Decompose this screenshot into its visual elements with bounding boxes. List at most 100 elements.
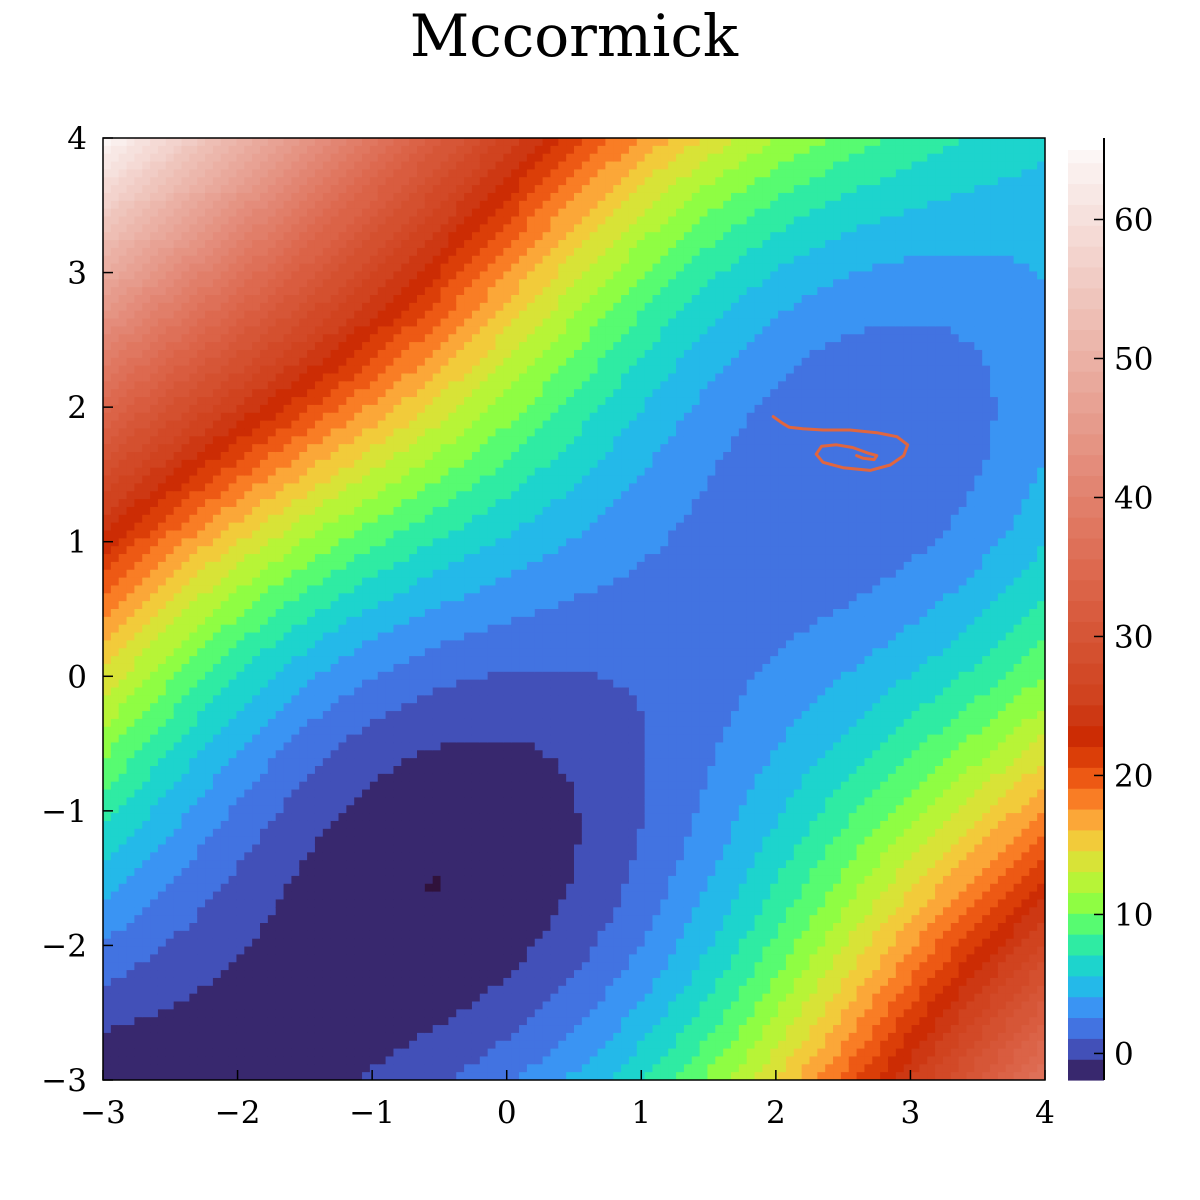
contour-cell — [346, 671, 355, 681]
contour-cell — [283, 663, 292, 673]
contour-cell — [354, 506, 363, 516]
contour-cell — [377, 616, 387, 626]
contour-cell — [362, 554, 371, 563]
contour-cell — [369, 452, 379, 461]
contour-cell — [299, 428, 308, 437]
contour-cell — [409, 389, 418, 398]
contour-cell — [424, 671, 434, 681]
contour-cell — [393, 946, 402, 955]
contour-cell — [424, 247, 434, 257]
contour-cell — [369, 357, 379, 367]
contour-cell — [103, 601, 112, 610]
contour-cell — [417, 938, 426, 948]
contour-cell — [385, 923, 395, 932]
contour-cell — [236, 805, 245, 814]
contour-cell — [134, 271, 143, 280]
contour-cell — [118, 538, 128, 547]
contour-cell — [409, 554, 418, 563]
contour-cell — [205, 1072, 214, 1080]
contour-cell — [393, 247, 402, 257]
contour-cell — [377, 1032, 387, 1042]
contour-cell — [275, 813, 285, 822]
contour-cell — [252, 1017, 261, 1026]
contour-cell — [110, 185, 120, 194]
contour-cell — [283, 192, 292, 202]
contour-cell — [354, 624, 363, 634]
contour-cell — [173, 789, 183, 798]
contour-cell — [173, 420, 183, 430]
contour-cell — [385, 883, 395, 893]
contour-cell — [330, 357, 340, 367]
contour-cell — [291, 844, 300, 853]
contour-cell — [393, 883, 402, 893]
contour-cell — [275, 711, 285, 720]
contour-cell — [220, 428, 230, 437]
contour-cell — [322, 632, 332, 641]
contour-cell — [220, 813, 230, 822]
contour-cell — [299, 742, 308, 751]
contour-cell — [385, 216, 395, 225]
contour-cell — [417, 805, 426, 814]
contour-cell — [385, 1040, 395, 1050]
contour-cell — [197, 593, 206, 602]
contour-cell — [275, 844, 285, 853]
contour-cell — [283, 671, 292, 681]
contour-cell — [322, 302, 332, 312]
contour-cell — [377, 263, 387, 273]
contour-cell — [189, 373, 198, 382]
contour-cell — [393, 632, 402, 641]
contour-cell — [134, 499, 143, 508]
contour-cell — [212, 907, 222, 916]
contour-cell — [338, 828, 347, 838]
contour-cell — [244, 522, 253, 532]
contour-cell — [110, 1009, 120, 1018]
contour-cell — [369, 279, 379, 288]
contour-cell — [267, 232, 277, 241]
contour-cell — [299, 577, 308, 587]
contour-cell — [362, 216, 371, 225]
contour-cell — [322, 703, 332, 712]
contour-cell — [173, 436, 183, 445]
contour-cell — [103, 750, 112, 759]
contour-cell — [228, 554, 238, 563]
contour-cell — [157, 287, 167, 296]
contour-cell — [197, 138, 206, 147]
contour-cell — [189, 860, 198, 869]
contour-cell — [283, 232, 292, 241]
contour-cell — [267, 499, 277, 508]
contour-cell — [362, 310, 371, 320]
contour-cell — [244, 844, 253, 853]
contour-cell — [244, 412, 253, 422]
contour-cell — [354, 444, 363, 453]
contour-cell — [354, 891, 363, 901]
contour-cell — [118, 734, 128, 744]
contour-cell — [314, 883, 324, 893]
contour-cell — [126, 648, 135, 657]
contour-cell — [118, 813, 128, 822]
contour-cell — [103, 546, 112, 555]
contour-cell — [173, 138, 183, 147]
contour-cell — [299, 546, 308, 555]
contour-cell — [291, 483, 300, 492]
contour-cell — [299, 279, 308, 288]
contour-cell — [244, 467, 253, 477]
contour-cell — [110, 993, 120, 1003]
contour-cell — [424, 192, 434, 202]
contour-cell — [307, 797, 316, 806]
contour-cell — [299, 1040, 308, 1050]
contour-cell — [307, 891, 316, 901]
contour-cell — [369, 295, 379, 304]
contour-cell — [165, 875, 175, 885]
contour-cell — [362, 514, 371, 524]
contour-cell — [291, 279, 300, 288]
contour-cell — [401, 279, 410, 288]
contour-cell — [197, 546, 206, 555]
contour-cell — [236, 742, 245, 751]
contour-cell — [189, 208, 198, 218]
contour-cell — [267, 561, 277, 571]
contour-cell — [346, 1040, 355, 1050]
contour-cell — [134, 138, 143, 147]
contour-cell — [212, 577, 222, 587]
contour-cell — [252, 601, 261, 610]
contour-cell — [142, 224, 151, 233]
